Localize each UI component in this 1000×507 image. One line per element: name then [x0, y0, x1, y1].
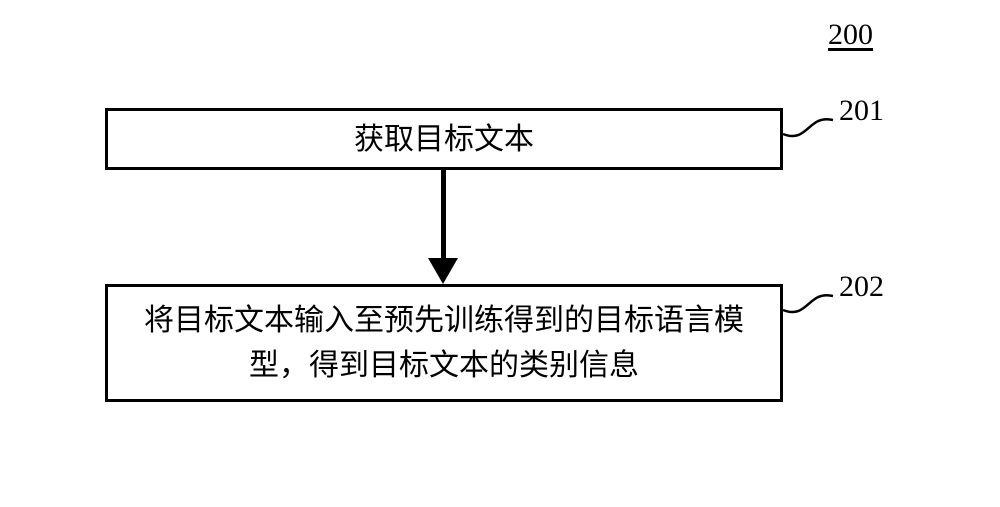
ref-label-1: 201 [839, 94, 884, 128]
arrow-shaft [441, 170, 446, 258]
ref-label-2: 202 [839, 270, 884, 304]
flow-step-2: 将目标文本输入至预先训练得到的目标语言模型，得到目标文本的类别信息 [105, 284, 783, 402]
arrow-head-icon [428, 258, 458, 284]
connector-2 [0, 0, 1000, 507]
flow-step-1: 获取目标文本 [105, 108, 783, 170]
flow-step-1-text: 获取目标文本 [354, 117, 534, 162]
figure-number-label: 200 [828, 18, 873, 52]
connector-1 [0, 0, 1000, 507]
flow-step-2-text: 将目标文本输入至预先训练得到的目标语言模型，得到目标文本的类别信息 [128, 298, 760, 388]
